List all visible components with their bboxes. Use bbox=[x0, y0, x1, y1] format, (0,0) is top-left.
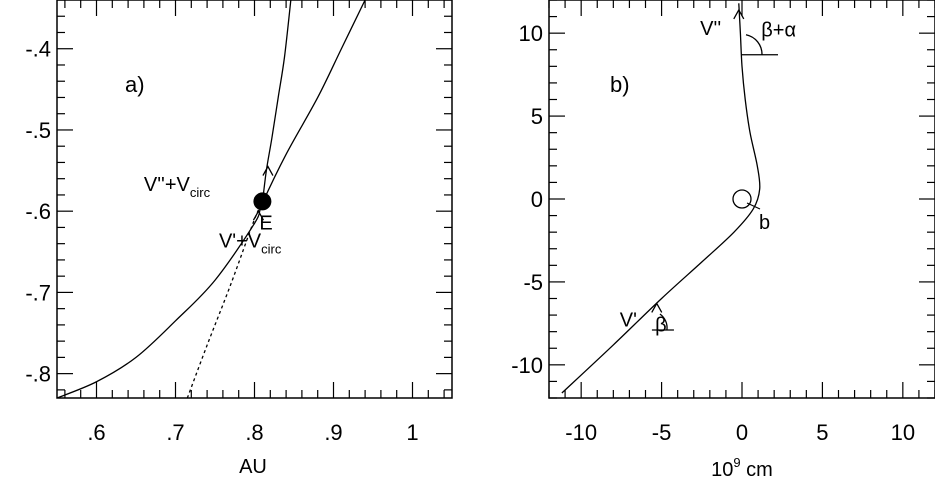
panel-b-label: b) bbox=[610, 72, 630, 97]
panel-b-tick-labels: -10 -5 0 5 10 10 5 0 -5 -10 bbox=[511, 21, 915, 445]
x-tick-label: .8 bbox=[245, 420, 263, 445]
panel-b-x-axis-label: 109 cm bbox=[711, 455, 773, 481]
panel-b-x-axis-label-exponent: 9 bbox=[733, 455, 740, 470]
open-circle-marker bbox=[732, 189, 752, 209]
y-tick-label: 5 bbox=[531, 104, 543, 129]
annotation: V'+Vcirc bbox=[219, 231, 282, 257]
x-tick-label: -5 bbox=[652, 420, 672, 445]
panel-b-x-axis-label-base: 10 bbox=[711, 459, 733, 481]
marker-label: E bbox=[259, 212, 272, 234]
x-tick-label: .9 bbox=[324, 420, 342, 445]
y-tick-label: -.6 bbox=[25, 199, 51, 224]
panel-b-annotations: b V' β V'' β+α bbox=[620, 8, 796, 337]
y-tick-label: -10 bbox=[511, 353, 543, 378]
y-tick-label: -.5 bbox=[25, 118, 51, 143]
annotation: V''+Vcirc bbox=[144, 174, 211, 200]
beta-alpha-angle-arc bbox=[745, 34, 763, 55]
arrowhead bbox=[651, 302, 663, 313]
x-tick-label: .7 bbox=[166, 420, 184, 445]
x-tick-label: .6 bbox=[87, 420, 105, 445]
y-tick-label: -.8 bbox=[25, 362, 51, 387]
panel-b-ticks bbox=[548, 0, 935, 399]
y-tick-label: 0 bbox=[531, 187, 543, 212]
x-tick-label: -10 bbox=[565, 420, 597, 445]
x-tick-label: 1 bbox=[406, 420, 418, 445]
y-tick-label: -.4 bbox=[25, 37, 51, 62]
y-tick-label: -.7 bbox=[25, 280, 51, 305]
arrowhead bbox=[262, 165, 274, 176]
panel-a-series bbox=[57, 0, 366, 398]
arrowhead bbox=[252, 209, 265, 221]
x-tick-label: 0 bbox=[736, 420, 748, 445]
panel-b-series bbox=[561, 3, 761, 394]
trajectory-line bbox=[261, 0, 292, 204]
earth-marker bbox=[253, 192, 272, 211]
panel-a-x-axis-label: AU bbox=[239, 456, 267, 478]
panel-a: .6 .7 .8 .9 1 -.4 -.5 -.6 -.7 -.8 E V''+Vcirc V'+Vc… bbox=[25, 0, 453, 478]
panel-b-x-axis-label-unit: cm bbox=[741, 459, 773, 481]
beta-angle-arc bbox=[659, 313, 668, 331]
annotation: V'' bbox=[700, 18, 721, 40]
y-tick-label: 10 bbox=[519, 21, 543, 46]
x-tick-label: 5 bbox=[816, 420, 828, 445]
panel-a-annotations: E V''+Vcirc V'+Vcirc bbox=[144, 165, 282, 257]
annotation: β bbox=[655, 315, 667, 337]
impact-parameter-label: b bbox=[759, 212, 770, 234]
panel-a-ticks bbox=[57, 0, 452, 398]
y-tick-label: -5 bbox=[523, 270, 543, 295]
impact-parameter-line bbox=[746, 202, 761, 210]
trajectory-line bbox=[561, 3, 761, 394]
panel-a-label: a) bbox=[125, 72, 145, 97]
annotation: β+α bbox=[761, 19, 796, 41]
arrowhead bbox=[733, 8, 745, 20]
panel-a-tick-labels: .6 .7 .8 .9 1 -.4 -.5 -.6 -.7 -.8 bbox=[25, 37, 418, 445]
trajectory-line bbox=[57, 0, 366, 398]
x-tick-label: 10 bbox=[891, 420, 915, 445]
annotation: V' bbox=[620, 310, 637, 332]
